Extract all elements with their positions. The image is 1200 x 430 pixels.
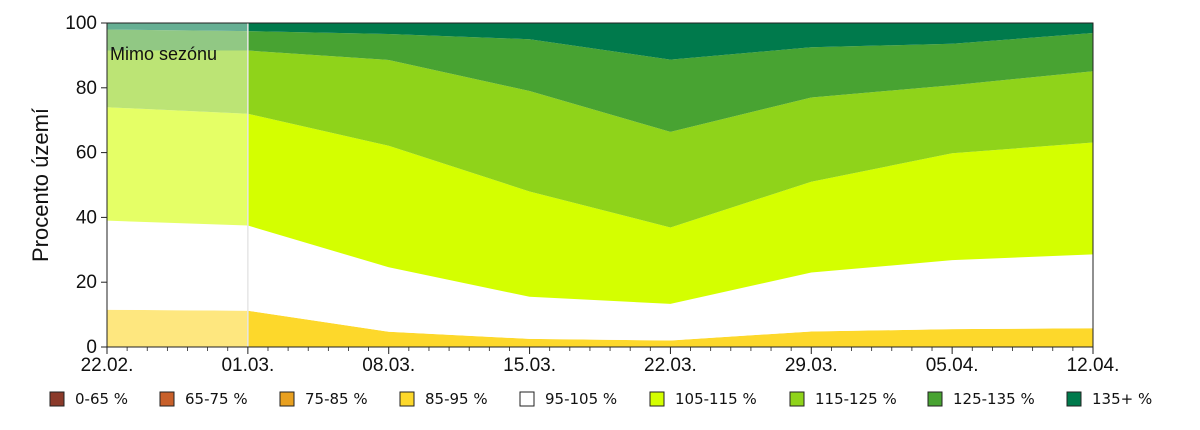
offseason-shade <box>107 23 248 347</box>
legend-swatch <box>649 391 665 407</box>
legend-swatch <box>789 391 805 407</box>
legend-label: 85-95 % <box>425 390 488 408</box>
legend: 0-65 % 65-75 % 75-85 % 85-95 % 95-105 % 105-1… <box>49 390 1152 408</box>
x-tick-label: 22.03. <box>644 355 697 376</box>
area-layers <box>107 23 1093 347</box>
x-tick-label: 01.03. <box>221 355 274 376</box>
area-series-5 <box>107 107 1093 304</box>
offseason-overlay <box>107 23 249 347</box>
legend-swatch <box>159 391 175 407</box>
x-tick-label: 08.03. <box>362 355 415 376</box>
x-tick-label: 05.04. <box>926 355 979 376</box>
y-tick-label: 0 <box>86 337 97 358</box>
legend-swatch <box>399 391 415 407</box>
legend-swatch <box>927 391 943 407</box>
area-series-7 <box>107 29 1093 132</box>
legend-swatch <box>519 391 535 407</box>
y-tick-label: 60 <box>76 143 97 164</box>
area-series-3 <box>107 309 1093 347</box>
legend-label: 95-105 % <box>545 390 617 408</box>
offseason-label: Mimo sezónu <box>110 44 217 64</box>
y-axis-title: Procento území <box>28 108 53 262</box>
area-series-8 <box>107 23 1093 60</box>
x-tick-label: 29.03. <box>785 355 838 376</box>
legend-swatch <box>279 391 295 407</box>
legend-label: 135+ % <box>1092 390 1152 408</box>
legend-swatch <box>1066 391 1082 407</box>
legend-label: 115-125 % <box>815 390 897 408</box>
axes: 0 20 40 60 80 100 22.02. 01.03. 08.03. 15.03. 22.0… <box>65 13 1119 376</box>
y-tick-label: 20 <box>76 272 97 293</box>
legend-label: 65-75 % <box>185 390 248 408</box>
legend-label: 105-115 % <box>675 390 757 408</box>
y-tick-label: 100 <box>65 13 97 34</box>
x-tick-label: 15.03. <box>503 355 556 376</box>
x-tick-label: 12.04. <box>1067 355 1120 376</box>
x-tick-label: 22.02. <box>81 355 134 376</box>
y-tick-label: 80 <box>76 78 97 99</box>
area-series-6 <box>107 50 1093 228</box>
plot-frame <box>106 22 1094 348</box>
area-series-4 <box>107 220 1093 341</box>
y-tick-label: 40 <box>76 207 97 228</box>
legend-label: 125-135 % <box>953 390 1035 408</box>
legend-label: 75-85 % <box>305 390 368 408</box>
legend-label: 0-65 % <box>75 390 128 408</box>
legend-swatch <box>49 391 65 407</box>
